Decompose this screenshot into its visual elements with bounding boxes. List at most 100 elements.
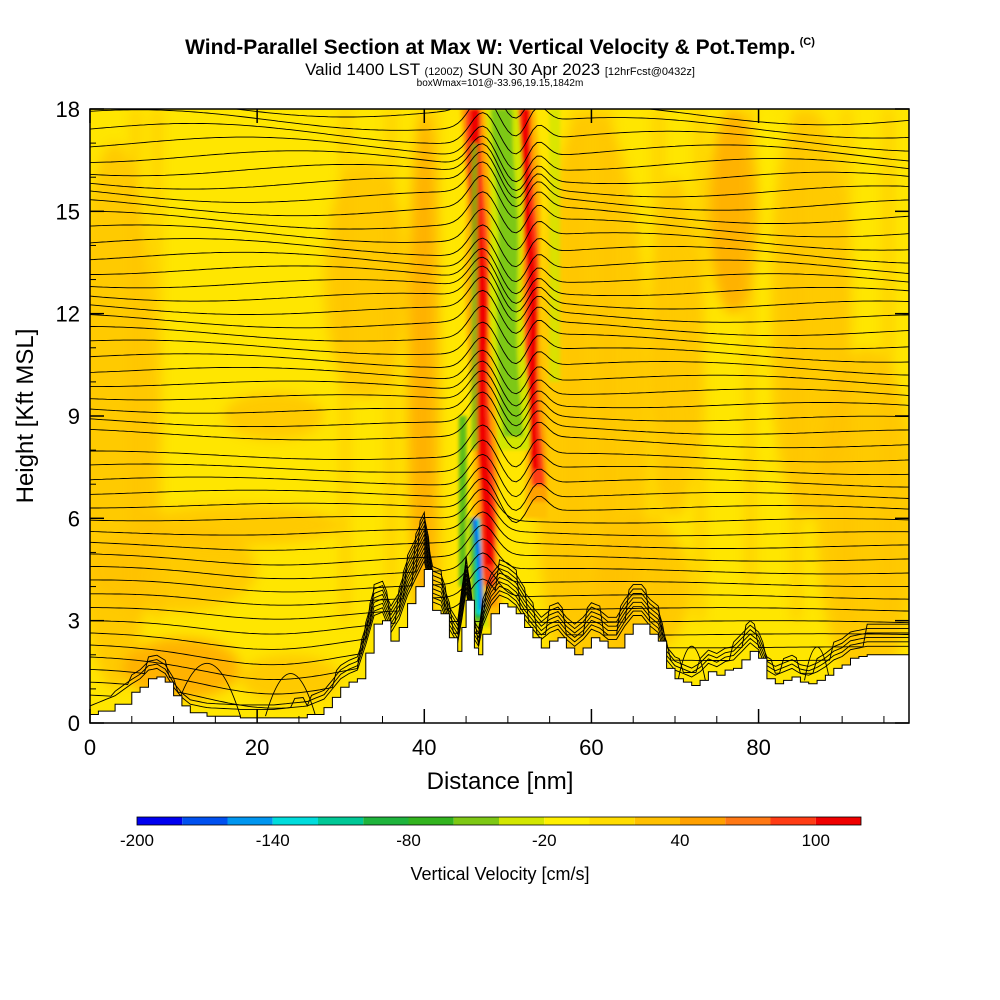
texture-patch	[649, 177, 701, 519]
isentrope-line	[90, 555, 909, 706]
x-axis-label: Distance [nm]	[427, 768, 574, 795]
x-tick-label: 40	[412, 735, 436, 760]
isentrope-line	[90, 112, 909, 155]
colorbar: -200 -140 -80 -20 40 100	[120, 816, 862, 850]
texture-streak	[432, 109, 441, 587]
colorbar-swatch	[227, 817, 273, 825]
y-axis: 0 3 6 9 12 15 18	[56, 97, 909, 736]
isentrope-line	[90, 424, 909, 468]
texture-patch	[90, 526, 258, 613]
colorbar-swatch	[680, 817, 726, 825]
isentrope-line	[231, 109, 909, 126]
isentrope-line	[90, 510, 909, 580]
texture-streak	[762, 109, 771, 451]
isentrope-line	[90, 305, 909, 350]
isentrope-line	[90, 380, 909, 427]
isentrope-arc	[804, 646, 831, 681]
texture-streak	[842, 109, 851, 621]
isentrope-line	[90, 515, 909, 593]
subtitle-date: SUN 30 Apr 2023	[467, 60, 601, 79]
colorbar-swatch	[182, 817, 228, 825]
isentrope-line	[90, 248, 909, 295]
x-tick-label: 0	[84, 735, 96, 760]
colorbar-label: -80	[396, 831, 421, 850]
isentrope-line	[90, 125, 909, 171]
y-tick-label: 0	[68, 711, 80, 736]
x-axis: 0 20 40 60 80	[84, 109, 885, 760]
texture-streak	[340, 109, 349, 621]
isentrope-line	[90, 109, 909, 139]
y-tick-label: 12	[56, 302, 80, 327]
y-tick-label: 9	[68, 404, 80, 429]
isentrope-line	[90, 237, 909, 283]
downdraft-plume	[472, 518, 484, 610]
texture-patch	[591, 518, 692, 655]
texture-streak	[884, 109, 893, 621]
colorbar-frame	[136, 816, 862, 826]
isentrope-line	[90, 477, 909, 524]
downdraft-flank	[458, 416, 467, 587]
texture-streak	[746, 109, 755, 587]
isentrope-arc	[173, 662, 241, 717]
colorbar-swatch	[453, 817, 499, 825]
isentrope-arc	[676, 646, 707, 686]
texture-streak	[441, 109, 450, 519]
isentrope-line	[90, 321, 909, 365]
isentrope-line	[90, 439, 909, 483]
colorbar-swatch	[634, 817, 680, 825]
chart-subtitle2: boxWmax=101@-33.96,19.15,1842m	[416, 78, 584, 89]
isentrope-line	[90, 143, 909, 192]
colorbar-swatch	[318, 817, 364, 825]
x-tick-label: 60	[579, 735, 603, 760]
colorbar-swatch	[363, 817, 409, 825]
isentrope-line	[90, 466, 909, 511]
y-tick-label: 18	[56, 97, 80, 122]
isentrope-line	[90, 546, 909, 695]
y-tick-label: 15	[56, 199, 80, 224]
isentrope-line	[90, 541, 909, 681]
isentrope-line	[90, 161, 909, 211]
isentrope-line	[90, 289, 909, 337]
isentrope-line	[90, 404, 909, 449]
isentrope-line	[90, 519, 909, 606]
isentrope-line	[90, 208, 909, 251]
plot-area	[90, 109, 909, 723]
x-tick-label: 20	[245, 735, 269, 760]
chart-subtitle: Valid 1400 LST (1200Z) SUN 30 Apr 2023 […	[0, 60, 1000, 80]
isentrope-line	[90, 524, 909, 620]
terrain	[90, 569, 909, 723]
subtitle-forecast: [12hrFcst@0432z]	[604, 66, 695, 78]
isentropes	[90, 109, 909, 717]
subtitle-utc: (1200Z)	[424, 66, 464, 78]
y-tick-label: 3	[68, 609, 80, 634]
texture-streak	[570, 109, 579, 621]
isentrope-line	[90, 524, 909, 566]
isentrope-line	[90, 533, 909, 650]
colorbar-label: 40	[671, 831, 690, 850]
isentrope-line	[90, 151, 909, 199]
texture-patch	[407, 109, 441, 655]
chart-title: Wind-Parallel Section at Max W: Vertical…	[185, 36, 815, 59]
texture-streak	[696, 109, 705, 621]
colorbar-swatch	[499, 817, 545, 825]
texture-streak	[386, 109, 395, 587]
colorbar-swatch	[725, 817, 771, 825]
x-tick-label: 80	[746, 735, 770, 760]
colorbar-title: Vertical Velocity [cm/s]	[410, 864, 589, 884]
isentrope-line	[90, 336, 909, 380]
isentrope-line	[90, 453, 909, 498]
texture-patch	[140, 504, 341, 546]
isentrope-line	[90, 174, 909, 224]
isentrope-line	[90, 135, 909, 183]
colorbar-swatch	[137, 817, 183, 825]
isentrope-line	[90, 391, 909, 437]
colorbar-swatch	[770, 817, 816, 825]
colorbar-swatch	[589, 817, 635, 825]
updraft-plume	[521, 109, 540, 470]
field-texture	[90, 109, 909, 723]
isentrope-line	[90, 537, 909, 666]
colorbar-swatch	[815, 817, 861, 825]
isentrope-line	[90, 559, 909, 710]
isentrope-line	[90, 349, 909, 395]
isentrope-arc	[265, 673, 317, 717]
